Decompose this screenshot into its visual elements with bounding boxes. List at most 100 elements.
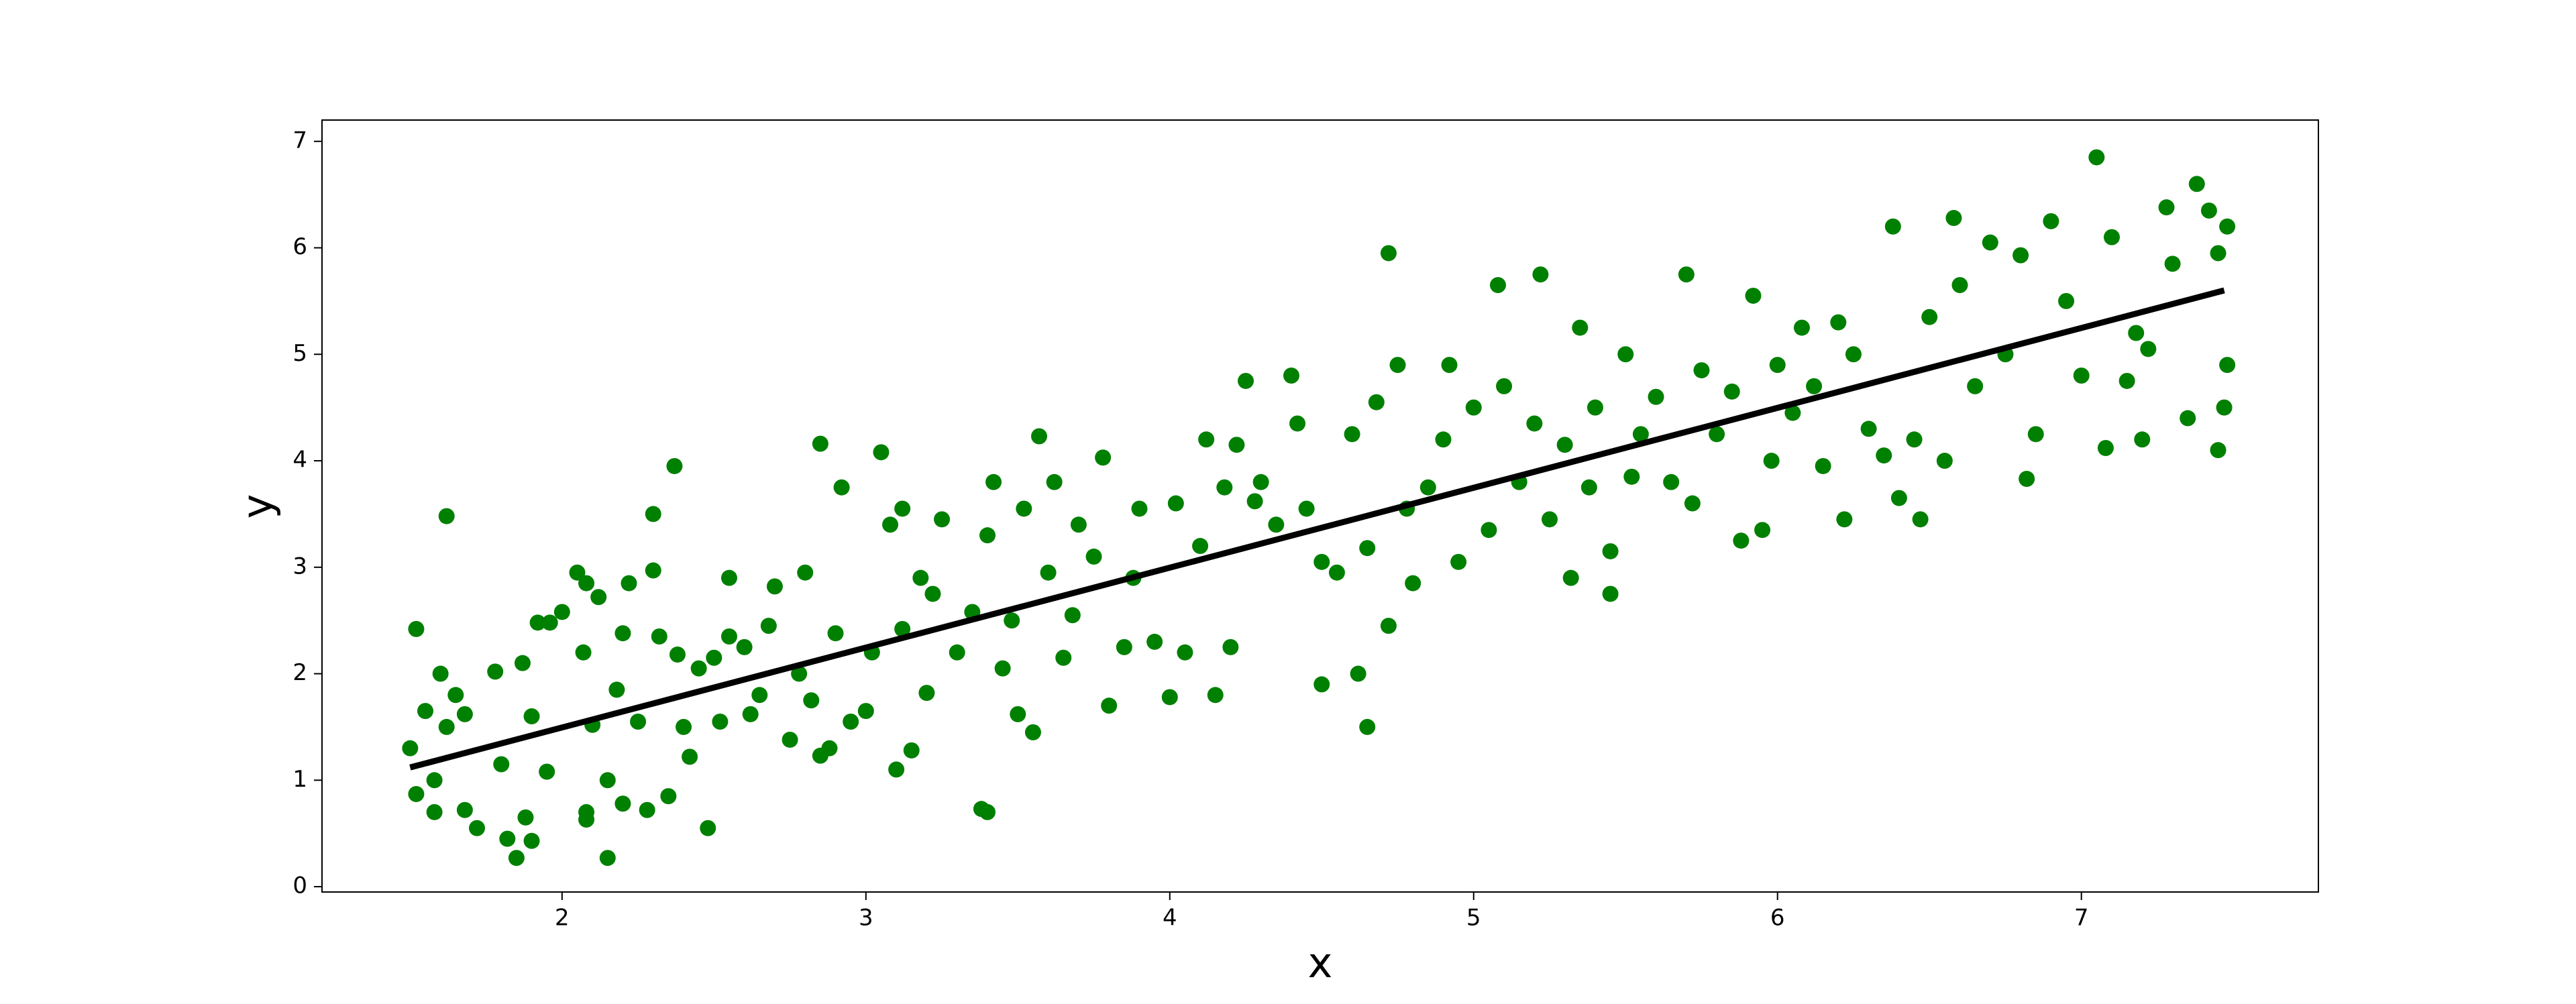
point	[1368, 394, 1385, 410]
point	[408, 785, 425, 802]
point	[1602, 585, 1619, 602]
point	[1623, 468, 1640, 485]
point	[1648, 388, 1664, 405]
point	[833, 479, 850, 496]
point	[1830, 314, 1847, 331]
point	[2219, 357, 2236, 374]
point	[523, 832, 540, 849]
point	[1806, 378, 1823, 394]
point	[1617, 346, 1634, 363]
point	[1709, 426, 1725, 443]
point	[1450, 553, 1467, 570]
point	[1389, 357, 1406, 374]
point	[994, 660, 1011, 677]
point	[1836, 511, 1853, 528]
x-tick-label: 4	[1163, 905, 1177, 932]
point	[760, 618, 777, 634]
point	[766, 578, 783, 595]
point	[599, 772, 616, 789]
point	[751, 687, 768, 704]
point	[514, 655, 531, 671]
point	[857, 703, 874, 720]
point	[2027, 426, 2044, 443]
point	[447, 687, 464, 704]
point	[2180, 410, 2196, 427]
point	[1246, 493, 1263, 510]
point	[553, 604, 570, 620]
point	[1556, 437, 1573, 453]
point	[1131, 500, 1148, 517]
point	[1663, 473, 1680, 490]
point	[1167, 495, 1184, 512]
point	[1359, 718, 1376, 735]
point	[666, 457, 683, 474]
point	[1860, 421, 1877, 437]
point	[621, 575, 637, 592]
x-tick-label: 7	[2074, 905, 2089, 932]
point	[843, 713, 859, 730]
point	[2058, 292, 2075, 309]
point	[2118, 372, 2135, 389]
y-tick-label: 1	[292, 766, 307, 793]
point	[882, 516, 899, 533]
point	[456, 801, 473, 818]
y-axis-label: y	[233, 494, 282, 519]
point	[1040, 564, 1057, 581]
point	[1763, 453, 1780, 469]
point	[590, 589, 607, 606]
point	[1602, 543, 1619, 559]
point	[1912, 511, 1929, 528]
point	[1526, 415, 1543, 432]
point	[1684, 495, 1701, 512]
point	[742, 706, 759, 722]
point	[1016, 500, 1032, 517]
point	[1380, 245, 1397, 262]
point	[934, 511, 951, 528]
point	[1380, 618, 1397, 634]
point	[1465, 399, 1482, 416]
point	[569, 564, 586, 581]
point	[979, 803, 996, 820]
point	[1268, 516, 1285, 533]
point	[2158, 199, 2175, 216]
point	[1784, 404, 1801, 421]
point	[2088, 149, 2105, 166]
point	[2219, 218, 2236, 235]
point	[2134, 431, 2151, 448]
y-tick-label: 5	[292, 340, 307, 367]
point	[1004, 612, 1020, 629]
point	[1587, 399, 1603, 416]
point	[508, 850, 525, 867]
point	[803, 692, 820, 709]
point	[1435, 431, 1452, 448]
point	[578, 575, 595, 592]
point	[1489, 277, 1506, 294]
point	[720, 569, 737, 586]
point	[1921, 309, 1938, 325]
point	[1207, 687, 1224, 704]
point	[1723, 383, 1740, 400]
point	[2073, 368, 2090, 384]
point	[1541, 511, 1558, 528]
point	[1876, 447, 1892, 464]
point	[1328, 564, 1345, 581]
point	[541, 614, 558, 631]
point	[1982, 234, 1998, 251]
point	[1228, 437, 1245, 453]
point	[438, 718, 455, 735]
point	[1198, 431, 1215, 448]
point	[660, 788, 677, 805]
point	[2188, 176, 2205, 192]
point	[1481, 522, 1497, 539]
point	[1754, 522, 1771, 539]
plot-frame	[321, 119, 2319, 893]
point	[1350, 665, 1366, 682]
point	[1177, 644, 1193, 661]
point	[2128, 325, 2145, 341]
point	[1298, 500, 1315, 517]
point	[1289, 415, 1306, 432]
point	[614, 625, 631, 642]
point	[426, 803, 443, 820]
point	[1101, 698, 1118, 714]
